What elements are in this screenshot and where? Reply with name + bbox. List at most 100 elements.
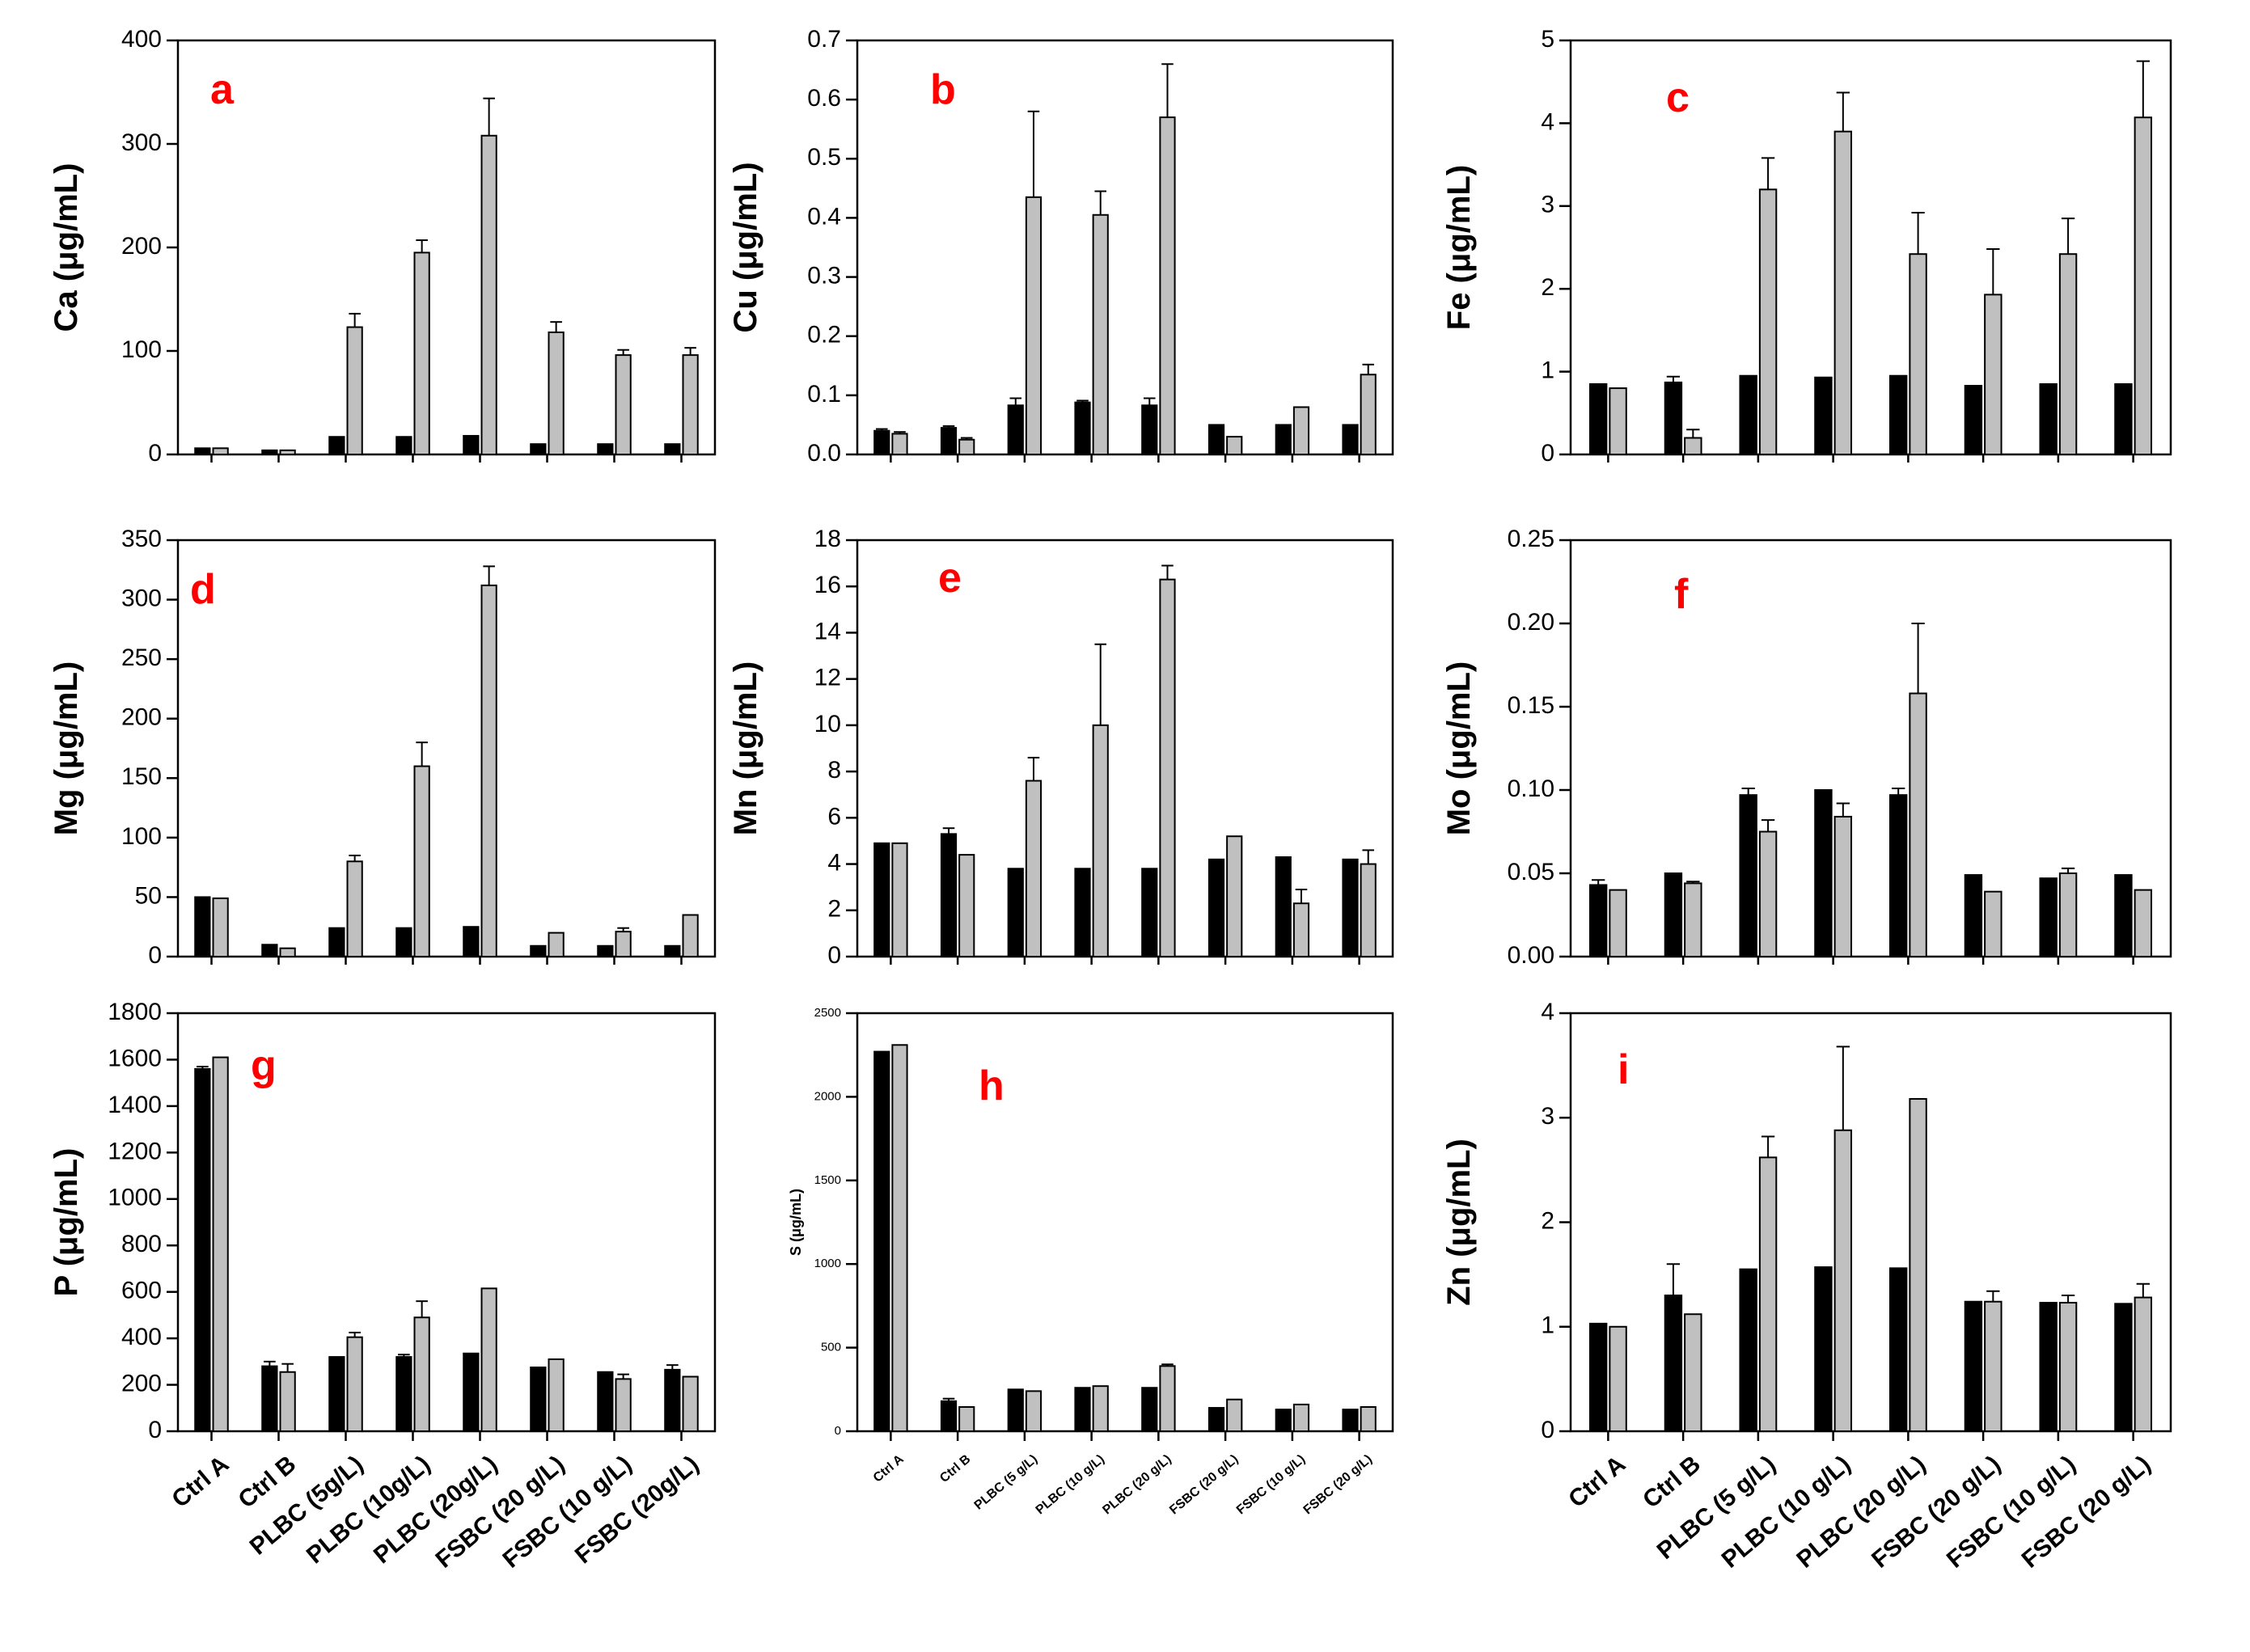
bar-black xyxy=(2039,877,2058,958)
y-tick-label: 12 xyxy=(814,665,841,691)
bar-black xyxy=(873,1050,890,1432)
bar-gray xyxy=(212,447,229,456)
plot-frame xyxy=(856,39,1394,456)
bar-black xyxy=(530,1367,547,1433)
bar-black xyxy=(463,926,480,957)
x-tick-label: FSBC (20 g/L) xyxy=(2017,1451,2156,1574)
bar-gray xyxy=(1833,815,1853,958)
y-tick-label: 300 xyxy=(121,129,162,156)
bar-black xyxy=(940,1400,958,1432)
bar-black xyxy=(1739,374,1757,455)
y-axis-label: Cu (μg/mL) xyxy=(728,162,763,332)
y-tick-label: 0.3 xyxy=(807,262,841,289)
bar-gray xyxy=(480,584,497,958)
y-axis-unit: (μg/mL) xyxy=(788,1189,804,1242)
bar-gray xyxy=(480,134,497,455)
y-tick-label: 0.25 xyxy=(1508,526,1554,552)
bar-black xyxy=(2114,1303,2133,1432)
panel-letter: h xyxy=(979,1063,1004,1109)
x-tick-label: FSBC (10 g/L) xyxy=(1234,1452,1308,1517)
x-tick-label: Ctrl B xyxy=(1638,1451,1706,1514)
bar-black xyxy=(664,944,681,958)
y-tick-label: 10 xyxy=(814,711,841,737)
bar-black xyxy=(664,1368,681,1432)
y-axis-unit: (μg/mL) xyxy=(49,661,84,780)
y-tick-label: 1 xyxy=(1541,1312,1554,1339)
panel-h: 0 500 1000 1500 2000 2500 S (μg/mL) Ctrl A Ctrl … xyxy=(788,1006,1394,1517)
panel-a: 0 100 200 300 400 Ca (μg/mL) a xyxy=(49,26,717,467)
y-tick-label: 600 xyxy=(121,1278,162,1304)
y-tick-label: 0.0 xyxy=(807,440,841,467)
x-tick-label: PLBC (20 g/L) xyxy=(1100,1452,1174,1517)
y-tick-label: 0 xyxy=(827,942,841,969)
bar-black xyxy=(1275,1409,1292,1432)
y-tick-label: 4 xyxy=(1541,999,1554,1025)
y-axis-label: S (μg/mL) xyxy=(788,1189,804,1256)
y-tick-label: 1500 xyxy=(814,1173,841,1187)
x-tick-label: PLBC (20 g/L) xyxy=(1791,1451,1931,1574)
bar-black xyxy=(1964,1300,1983,1432)
bar-gray xyxy=(346,1336,363,1433)
y-tick-label: 100 xyxy=(121,823,162,850)
y-tick-label: 200 xyxy=(121,233,162,260)
bar-black xyxy=(530,443,547,456)
bar-gray xyxy=(413,765,430,957)
y-tick-label: 4 xyxy=(1541,108,1554,135)
bar-gray xyxy=(615,354,632,455)
x-tick-label: Ctrl B xyxy=(937,1452,973,1485)
bar-black xyxy=(1275,856,1292,957)
bar-gray xyxy=(1984,890,2003,958)
plot-frame xyxy=(1569,1012,2172,1433)
bar-gray xyxy=(958,438,975,456)
bar-black xyxy=(1342,424,1359,456)
bar-gray xyxy=(1684,882,1702,957)
panel-c: 0 1 2 3 4 5 Fe (μg/mL) c xyxy=(1441,26,2172,467)
bar-black xyxy=(597,443,614,456)
bar-black xyxy=(1739,794,1757,957)
x-tick-label: Ctrl A xyxy=(167,1451,234,1513)
y-axis-unit: (μg/mL) xyxy=(1441,165,1477,284)
bar-gray xyxy=(1159,116,1176,455)
bar-gray xyxy=(1758,188,1778,455)
bar-black xyxy=(1074,868,1091,958)
bar-black xyxy=(261,1365,278,1432)
panel-b: 0.0 0.1 0.2 0.3 0.4 0.5 0.6 0.7 Cu (μg/mL) b xyxy=(728,26,1394,467)
y-axis-label: Mn (μg/mL) xyxy=(728,661,763,836)
y-tick-label: 0.15 xyxy=(1508,692,1554,719)
bar-gray xyxy=(891,842,908,957)
bar-gray xyxy=(682,914,699,957)
y-tick-label: 0 xyxy=(1541,440,1554,467)
bar-black xyxy=(1964,874,1983,958)
bar-gray xyxy=(1758,830,1778,957)
bar-black xyxy=(2039,1302,2058,1432)
y-tick-label: 400 xyxy=(121,26,162,53)
bar-black xyxy=(1207,858,1225,958)
y-tick-label: 0 xyxy=(148,1417,162,1443)
y-axis-element: Cu xyxy=(728,281,763,332)
panel-letter: a xyxy=(210,66,235,113)
x-tick-label: Ctrl A xyxy=(871,1452,907,1485)
bar-gray xyxy=(615,1378,632,1432)
bar-black xyxy=(1888,1267,1908,1432)
bar-black xyxy=(1007,404,1024,456)
bar-gray xyxy=(548,932,565,957)
x-tick-label: FSBC (20 g/L) xyxy=(1867,1451,2006,1574)
y-axis-element: Mo xyxy=(1441,780,1477,835)
bar-black xyxy=(395,927,412,957)
bar-gray xyxy=(279,1371,296,1432)
y-tick-label: 6 xyxy=(827,803,841,830)
y-axis-unit: (μg/mL) xyxy=(49,163,84,282)
bar-black xyxy=(1007,1388,1024,1433)
y-axis-label: P (μg/mL) xyxy=(49,1148,84,1297)
bar-gray xyxy=(548,331,565,455)
bar-gray xyxy=(1092,213,1109,455)
y-tick-label: 18 xyxy=(814,526,841,552)
y-tick-label: 0.4 xyxy=(807,203,841,230)
bar-black xyxy=(395,436,412,455)
y-tick-label: 1400 xyxy=(108,1092,162,1118)
y-tick-label: 2000 xyxy=(814,1089,841,1103)
bar-gray xyxy=(958,854,975,957)
y-axis-element: S xyxy=(788,1242,804,1256)
bar-gray xyxy=(1360,863,1377,957)
bar-black xyxy=(1207,1407,1225,1432)
